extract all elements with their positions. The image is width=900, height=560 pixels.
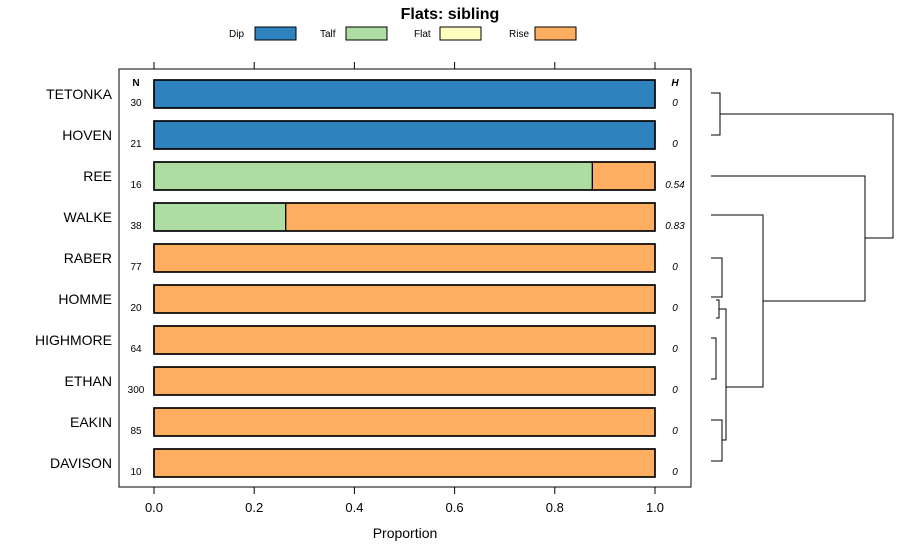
dendrogram-branch-eakin-davison bbox=[711, 419, 723, 462]
h-value: 0 bbox=[672, 139, 678, 150]
h-value: 0 bbox=[672, 344, 678, 355]
category-label: HIGHMORE bbox=[35, 332, 112, 348]
n-value: 38 bbox=[130, 221, 142, 232]
plot-frame bbox=[118, 68, 692, 488]
h-value: 0.54 bbox=[665, 180, 685, 191]
legend: Dip Talf Flat Rise bbox=[229, 26, 577, 41]
bar-ethan-rise bbox=[153, 366, 656, 396]
n-value: 10 bbox=[130, 467, 142, 478]
dendrogram-branch-root bbox=[720, 113, 894, 239]
bar-outline-homme bbox=[153, 284, 656, 314]
dendrogram-branch-raber-homme bbox=[711, 257, 723, 298]
bar-outline-raber bbox=[153, 243, 656, 273]
n-value: 85 bbox=[130, 426, 142, 437]
bar-outline-hoven bbox=[153, 120, 656, 150]
bar-tetonka-dip bbox=[153, 79, 656, 109]
category-label: WALKE bbox=[64, 209, 113, 225]
category-label: REE bbox=[83, 168, 112, 184]
dendrogram bbox=[711, 92, 894, 462]
legend-label-flat: Flat bbox=[414, 29, 431, 40]
n-value: 16 bbox=[130, 180, 142, 191]
n-value: 77 bbox=[130, 262, 142, 273]
bar-raber-rise bbox=[153, 243, 656, 273]
bar-homme-rise bbox=[153, 284, 656, 314]
bar-outline-ree bbox=[153, 161, 656, 191]
category-label: HOVEN bbox=[62, 127, 112, 143]
x-tick-label: 0.8 bbox=[546, 500, 564, 515]
dendrogram-branch-highmore-ethan bbox=[711, 337, 717, 380]
bar-outline-davison bbox=[153, 448, 656, 478]
legend-swatch-talf bbox=[345, 26, 388, 41]
x-tick-label: 0.0 bbox=[145, 500, 163, 515]
chart-title: Flats: sibling bbox=[401, 6, 500, 23]
n-value: 300 bbox=[128, 385, 145, 396]
bar-highmore-rise bbox=[153, 325, 656, 355]
bar-ree-rise bbox=[591, 161, 656, 191]
dendrogram-branch-tetonka-hoven bbox=[711, 92, 721, 136]
x-tick-label: 0.2 bbox=[245, 500, 263, 515]
category-label: HOMME bbox=[58, 291, 112, 307]
n-value: 20 bbox=[130, 303, 142, 314]
h-value: 0.83 bbox=[665, 221, 685, 232]
bar-outline-ethan bbox=[153, 366, 656, 396]
category-label: RABER bbox=[64, 250, 112, 266]
dendrogram-branch-mid-left bbox=[716, 299, 720, 319]
x-axis: 0.0 0.2 0.4 0.6 0.8 1.0 bbox=[145, 62, 664, 515]
bar-davison-rise bbox=[153, 448, 656, 478]
bar-ree-talf bbox=[153, 161, 593, 191]
bar-eakin-rise bbox=[153, 407, 656, 437]
h-value: 0 bbox=[672, 303, 678, 314]
legend-label-rise: Rise bbox=[509, 29, 529, 40]
legend-swatch-dip bbox=[254, 26, 297, 41]
category-label: EAKIN bbox=[70, 414, 112, 430]
h-value: 0 bbox=[672, 426, 678, 437]
dendrogram-branch-mid bbox=[719, 308, 727, 441]
category-label: TETONKA bbox=[46, 86, 113, 102]
x-tick-label: 1.0 bbox=[646, 500, 664, 515]
bar-walke-rise bbox=[285, 202, 656, 232]
bar-outline-eakin bbox=[153, 407, 656, 437]
n-value: 30 bbox=[130, 98, 142, 109]
x-tick-label: 0.6 bbox=[446, 500, 464, 515]
bar-outline-walke bbox=[153, 202, 656, 232]
h-value: 0 bbox=[672, 262, 678, 273]
bar-walke-talf bbox=[153, 202, 287, 232]
h-value: 0 bbox=[672, 385, 678, 396]
n-value: 64 bbox=[130, 344, 142, 355]
category-label: ETHAN bbox=[65, 373, 112, 389]
category-label: DAVISON bbox=[50, 455, 112, 471]
h-value: 0 bbox=[672, 467, 678, 478]
legend-swatch-flat bbox=[439, 26, 482, 41]
legend-label-talf: Talf bbox=[320, 29, 336, 40]
h-column-header: H bbox=[671, 78, 679, 89]
bars bbox=[153, 79, 656, 478]
x-axis-label: Proportion bbox=[373, 525, 438, 541]
n-column-header: N bbox=[132, 78, 139, 89]
h-value: 0 bbox=[672, 98, 678, 109]
dendrogram-branch-ree bbox=[711, 175, 866, 302]
bar-outline-tetonka bbox=[153, 79, 656, 109]
bar-outline-highmore bbox=[153, 325, 656, 355]
x-tick-label: 0.4 bbox=[345, 500, 363, 515]
legend-label-dip: Dip bbox=[229, 29, 244, 40]
bar-hoven-dip bbox=[153, 120, 656, 150]
legend-swatch-rise bbox=[534, 26, 577, 41]
n-value: 21 bbox=[130, 139, 142, 150]
